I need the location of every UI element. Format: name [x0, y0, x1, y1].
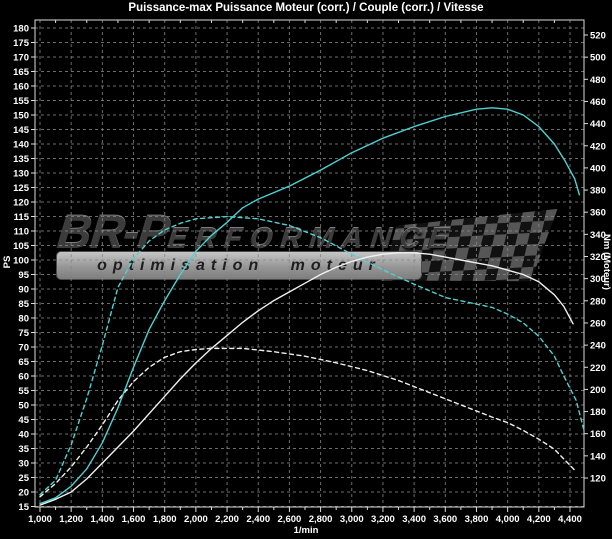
left-tick-label: 55 — [18, 386, 29, 397]
left-tick-label: 70 — [18, 343, 29, 354]
right-tick-label: 520 — [590, 31, 606, 42]
left-tick-label: 125 — [13, 183, 30, 194]
x-tick-label: 4,400 — [558, 514, 582, 525]
right-tick-label: 280 — [590, 296, 606, 307]
x-tick-label: 4,000 — [496, 514, 520, 525]
x-tick-label: 1,400 — [90, 514, 114, 525]
right-tick-label: 480 — [590, 75, 606, 86]
right-tick-label: 300 — [590, 274, 606, 285]
x-tick-label: 4,200 — [527, 514, 551, 525]
left-tick-label: 75 — [18, 328, 29, 339]
left-tick-label: 135 — [13, 154, 30, 165]
left-tick-label: 95 — [18, 270, 29, 281]
left-tick-label: 90 — [18, 285, 29, 296]
left-tick-label: 20 — [18, 488, 29, 499]
plot-border — [34, 19, 585, 508]
right-tick-label: 180 — [590, 407, 606, 418]
right-tick-label: 140 — [590, 451, 606, 462]
tagline-text: optimisation moteur — [97, 256, 381, 274]
right-tick-label: 500 — [590, 53, 606, 64]
left-tick-label: 150 — [13, 111, 29, 122]
x-tick-label: 2,600 — [278, 514, 302, 525]
right-tick-label: 320 — [590, 252, 606, 263]
x-tick-label: 1,000 — [28, 514, 52, 525]
left-tick-label: 30 — [18, 459, 29, 470]
right-tick-label: 220 — [590, 363, 606, 374]
right-tick-label: 360 — [590, 208, 606, 219]
x-tick-label: 2,200 — [215, 514, 239, 525]
x-tick-label: 1,200 — [59, 514, 83, 525]
left-tick-label: 100 — [13, 256, 29, 267]
right-tick-label: 440 — [590, 119, 606, 130]
x-tick-label: 3,400 — [402, 514, 426, 525]
x-tick-label: 3,600 — [433, 514, 457, 525]
x-tick-label: 3,000 — [340, 514, 364, 525]
right-tick-label: 240 — [590, 341, 606, 352]
x-axis-unit-label: 1/min — [294, 525, 319, 536]
left-tick-label: 50 — [18, 401, 29, 412]
left-tick-label: 145 — [13, 125, 30, 136]
right-tick-label: 260 — [590, 318, 606, 329]
right-tick-label: 460 — [590, 97, 606, 108]
right-tick-label: 160 — [590, 429, 606, 440]
x-tick-label: 1,800 — [153, 514, 177, 525]
left-tick-label: 110 — [14, 227, 29, 238]
right-tick-label: 340 — [590, 230, 606, 241]
left-tick-label: 15 — [18, 502, 29, 513]
series-torque_stock — [39, 347, 576, 498]
left-tick-label: 175 — [13, 38, 30, 49]
x-tick-label: 2,400 — [246, 514, 270, 525]
left-tick-label: 45 — [18, 415, 29, 426]
left-tick-label: 80 — [18, 314, 29, 325]
left-tick-label: 40 — [18, 430, 29, 441]
left-tick-label: 160 — [13, 82, 29, 93]
left-axis-unit-label: PS — [2, 256, 13, 269]
left-tick-label: 85 — [18, 299, 29, 310]
x-tick-label: 3,200 — [371, 514, 395, 525]
left-tick-label: 180 — [13, 24, 29, 35]
left-tick-label: 120 — [13, 198, 29, 209]
series-power_tuned — [39, 107, 581, 505]
left-tick-label: 60 — [18, 372, 29, 383]
series-torque_tuned — [39, 215, 585, 496]
x-tick-label: 2,000 — [184, 514, 208, 525]
tagline-bar: optimisation moteur — [56, 251, 422, 280]
right-tick-label: 420 — [590, 141, 606, 152]
series-power_stock — [39, 252, 574, 506]
right-tick-label: 380 — [590, 186, 606, 197]
right-axis-unit-label: Nm (Moteur) — [601, 234, 612, 290]
x-tick-label: 3,800 — [465, 514, 489, 525]
left-tick-label: 65 — [18, 357, 29, 368]
chart-title: Puissance-max Puissance Moteur (corr.) /… — [128, 2, 484, 14]
left-tick-label: 140 — [13, 140, 29, 151]
left-tick-label: 165 — [13, 67, 30, 78]
x-tick-label: 1,600 — [122, 514, 146, 525]
left-tick-label: 25 — [18, 473, 29, 484]
left-tick-label: 170 — [13, 53, 29, 64]
right-tick-label: 200 — [590, 385, 606, 396]
right-tick-label: 120 — [590, 474, 606, 485]
left-tick-label: 115 — [14, 212, 30, 223]
right-tick-label: 400 — [590, 163, 606, 174]
left-tick-label: 35 — [18, 444, 29, 455]
left-tick-label: 105 — [13, 241, 30, 252]
x-tick-label: 2,800 — [309, 514, 333, 525]
left-tick-label: 130 — [13, 169, 29, 180]
left-tick-label: 155 — [13, 96, 30, 107]
